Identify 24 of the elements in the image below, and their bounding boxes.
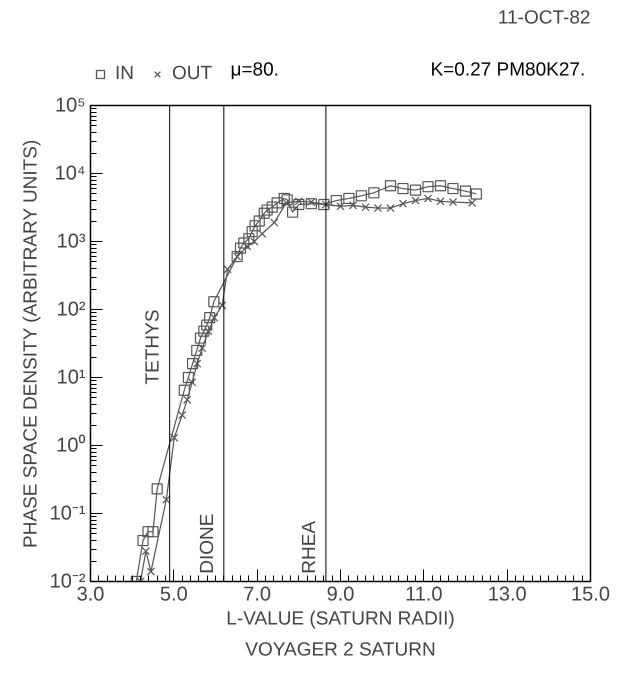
legend-label: IN <box>115 63 135 85</box>
x-tick-label: 15.0 <box>571 584 610 606</box>
y-tick-label: 10² <box>56 298 86 320</box>
x-tick-label: 11.0 <box>405 584 443 606</box>
x-tick-label: 5.0 <box>160 584 188 606</box>
x-tick-label: 9.0 <box>326 584 354 606</box>
y-tick-label: 10⁴ <box>54 162 86 184</box>
y-tick-label: 10¹ <box>56 366 86 388</box>
y-tick-label: 10⁻¹ <box>50 502 86 524</box>
y-axis-title: PHASE SPACE DENSITY (ARBITRARY UNITS) <box>20 140 42 548</box>
y-tick-label: 10⁵ <box>54 94 86 116</box>
text: VOYAGER 2 SATURN <box>245 640 436 660</box>
x-axis-title: L-VALUE (SATURN RADII) <box>226 608 455 630</box>
text: K=0.27 PM80K27. <box>430 59 586 80</box>
legend-label: OUT <box>172 63 212 85</box>
ref-line-label: DIONE <box>196 514 218 574</box>
ref-line-label: RHEA <box>298 520 320 574</box>
ref-line-label: TETHYS <box>142 310 164 384</box>
y-tick-label: 10³ <box>56 230 86 252</box>
chart-title: 11-OCT-82 <box>498 8 591 28</box>
x-tick-label: 13.0 <box>488 584 527 606</box>
y-tick-label: 10⁰ <box>56 434 86 456</box>
text: μ=80. <box>230 59 279 80</box>
x-tick-label: 7.0 <box>243 584 272 606</box>
